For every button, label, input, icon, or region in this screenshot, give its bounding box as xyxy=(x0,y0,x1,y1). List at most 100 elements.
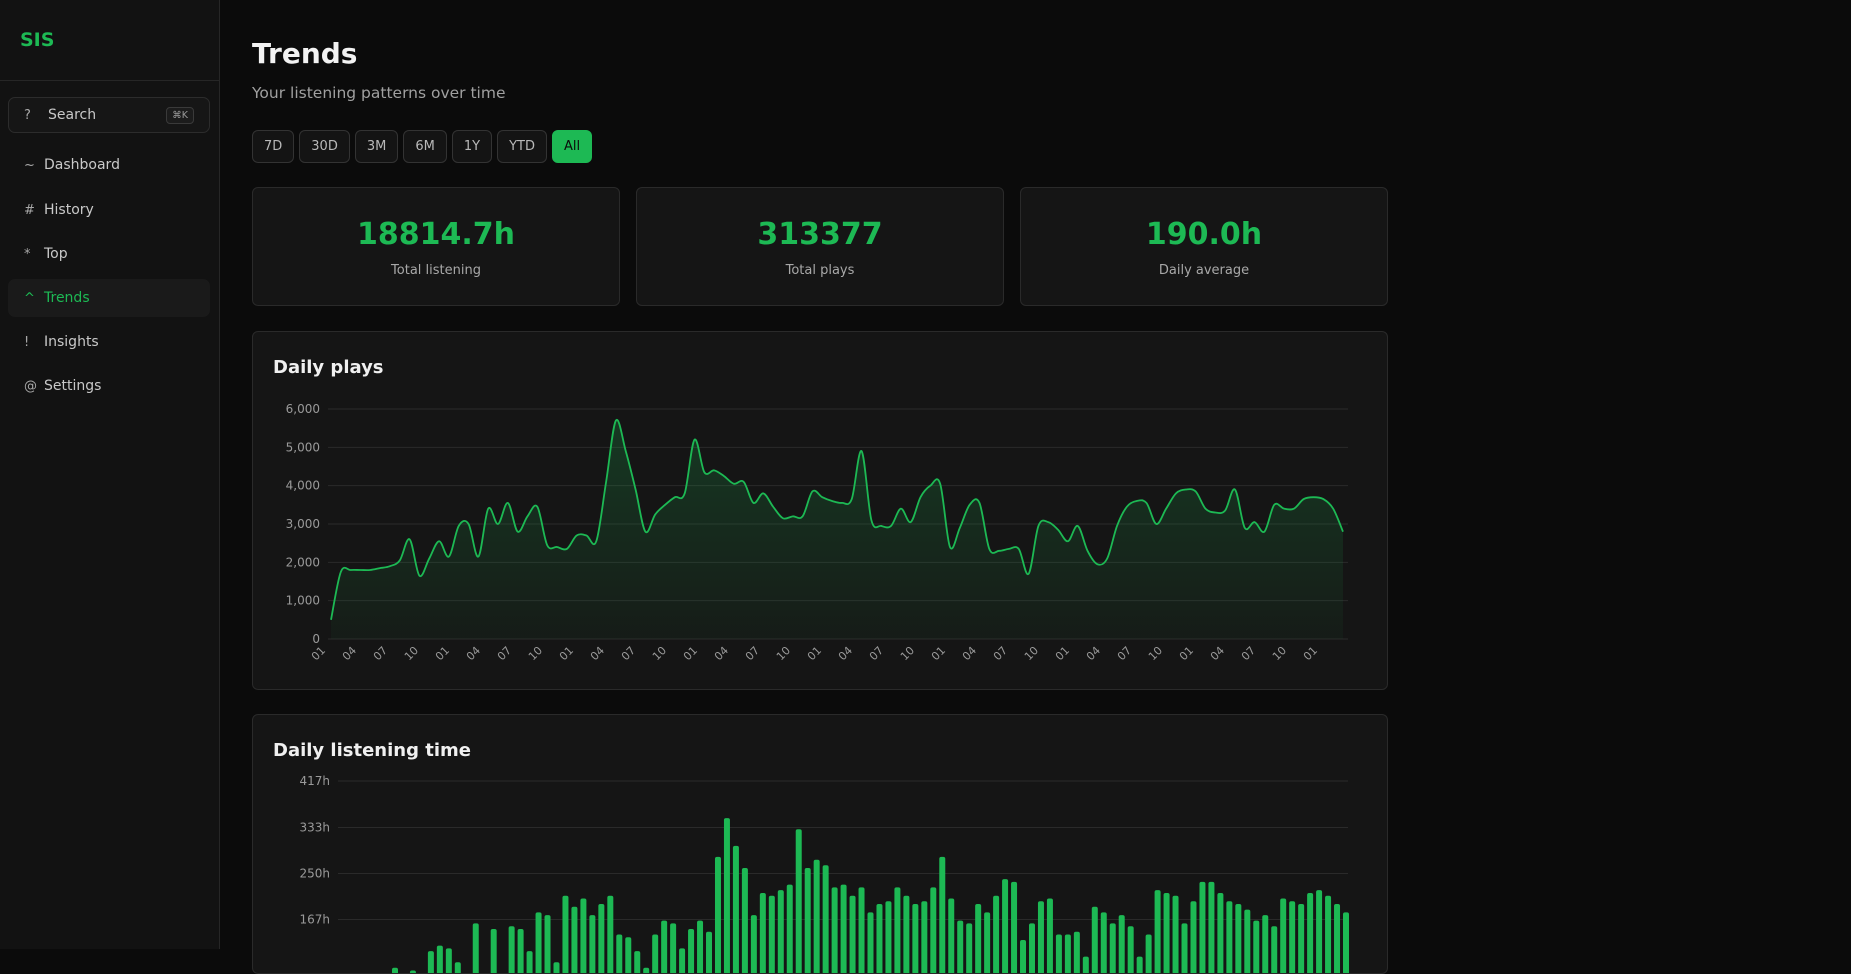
sidebar-item-history[interactable]: # History xyxy=(8,191,210,229)
sidebar-item-dashboard[interactable]: ~ Dashboard xyxy=(8,146,210,184)
listening-time-bar xyxy=(535,912,542,973)
x-tick-label: 07 xyxy=(619,644,638,663)
x-tick-label: 01 xyxy=(1301,644,1320,663)
listening-time-bar xyxy=(508,926,515,973)
daily-listening-time-card: Daily listening time 167h 250h 333h 417h xyxy=(252,714,1388,974)
listening-time-bar xyxy=(957,920,964,973)
range-3m-button[interactable]: 3M xyxy=(354,130,399,163)
x-tick-label: 10 xyxy=(650,644,669,663)
listening-time-bar xyxy=(580,898,587,973)
page-subtitle: Your listening patterns over time xyxy=(252,84,506,102)
listening-time-bar xyxy=(1073,931,1080,973)
listening-time-bar xyxy=(840,884,847,973)
sidebar-item-label: Settings xyxy=(44,378,102,394)
plays-series-line xyxy=(330,418,1344,621)
search-shortcut-badge: ⌘K xyxy=(166,106,194,124)
stat-card-total-listening: 18814.7h Total listening xyxy=(252,187,620,306)
history-icon: # xyxy=(24,202,35,218)
chart-title: Daily plays xyxy=(273,357,384,378)
listening-time-bar xyxy=(1325,895,1332,973)
sidebar-item-top[interactable]: * Top xyxy=(8,235,210,273)
y-tick-label: 167h xyxy=(299,913,330,927)
sidebar-item-label: Dashboard xyxy=(44,157,120,173)
listening-time-bar xyxy=(445,948,452,973)
listening-time-bar xyxy=(885,901,892,973)
sidebar-item-label: Top xyxy=(44,246,68,262)
range-6m-button[interactable]: 6M xyxy=(403,130,447,163)
sidebar-item-trends[interactable]: ^ Trends xyxy=(8,279,210,317)
listening-time-bar xyxy=(1145,934,1152,973)
listening-time-bar xyxy=(993,895,1000,973)
listening-time-bar xyxy=(1163,892,1170,973)
insights-icon: ! xyxy=(24,334,30,350)
listening-time-bar xyxy=(912,904,919,973)
listening-time-bar xyxy=(1262,915,1269,973)
listening-time-bar xyxy=(1172,895,1179,973)
x-tick-label: 04 xyxy=(960,644,979,663)
listening-time-bar xyxy=(1307,892,1314,973)
range-ytd-button[interactable]: YTD xyxy=(497,130,547,163)
listening-time-bar xyxy=(714,856,721,973)
stat-label: Total plays xyxy=(785,263,855,278)
listening-time-bar xyxy=(1199,881,1206,973)
listening-time-bar xyxy=(706,931,713,973)
listening-time-bar xyxy=(517,928,524,973)
x-tick-label: 01 xyxy=(1053,644,1072,663)
listening-time-bar xyxy=(697,920,704,973)
sidebar-item-label: History xyxy=(44,202,94,218)
listening-time-bar xyxy=(930,887,937,973)
listening-time-bar xyxy=(921,901,928,973)
listening-time-bar xyxy=(831,887,838,973)
listening-time-bar xyxy=(867,912,874,973)
listening-time-bar xyxy=(1109,923,1116,973)
x-tick-label: 04 xyxy=(588,644,607,663)
listening-time-bar xyxy=(1100,912,1107,973)
listening-time-bar xyxy=(472,923,479,973)
range-all-button[interactable]: All xyxy=(551,130,593,163)
listening-time-bar xyxy=(1208,881,1215,973)
listening-time-bar xyxy=(436,945,443,973)
x-tick-label: 04 xyxy=(712,644,731,663)
search-button[interactable]: ? Search ⌘K xyxy=(8,97,210,133)
page-title: Trends xyxy=(252,37,358,70)
listening-time-bar xyxy=(777,890,784,973)
y-tick-label: 417h xyxy=(299,774,330,788)
range-1y-button[interactable]: 1Y xyxy=(451,130,493,163)
listening-time-bar xyxy=(625,937,632,973)
listening-time-bar xyxy=(1037,901,1044,973)
plays-area-fill xyxy=(331,419,1343,639)
listening-time-bar xyxy=(804,868,811,973)
range-30d-button[interactable]: 30D xyxy=(299,130,350,163)
listening-time-bar xyxy=(1011,881,1018,973)
listening-time-bar xyxy=(598,904,605,973)
listening-time-bar xyxy=(1235,904,1242,973)
listening-time-bar xyxy=(1127,926,1134,973)
x-tick-label: 04 xyxy=(464,644,483,663)
sidebar-item-settings[interactable]: @ Settings xyxy=(8,367,210,405)
listening-time-bar xyxy=(607,895,614,973)
y-tick-label: 5,000 xyxy=(286,440,320,454)
listening-time-bar xyxy=(652,934,659,973)
app-logo[interactable]: SIS xyxy=(20,29,55,51)
listening-time-bar xyxy=(616,934,623,973)
y-tick-label: 4,000 xyxy=(286,479,320,493)
x-tick-label: 01 xyxy=(1177,644,1196,663)
sidebar-item-label: Insights xyxy=(44,334,99,350)
x-tick-label: 10 xyxy=(402,644,421,663)
listening-time-bar xyxy=(589,915,596,973)
listening-time-bar xyxy=(849,895,856,973)
stat-value: 190.0h xyxy=(1145,217,1263,252)
listening-time-bar xyxy=(553,962,560,973)
listening-time-bar xyxy=(903,895,910,973)
listening-time-bar xyxy=(1343,912,1349,973)
listening-time-bar xyxy=(688,928,695,973)
settings-icon: @ xyxy=(24,378,37,394)
listening-time-bar xyxy=(966,923,973,973)
listening-time-bar xyxy=(1334,904,1341,973)
listening-time-bar xyxy=(1253,920,1260,973)
range-7d-button[interactable]: 7D xyxy=(252,130,295,163)
stat-value: 313377 xyxy=(757,217,883,252)
listening-time-bar xyxy=(670,923,677,973)
sidebar-item-insights[interactable]: ! Insights xyxy=(8,323,210,361)
x-tick-label: 10 xyxy=(1022,644,1041,663)
